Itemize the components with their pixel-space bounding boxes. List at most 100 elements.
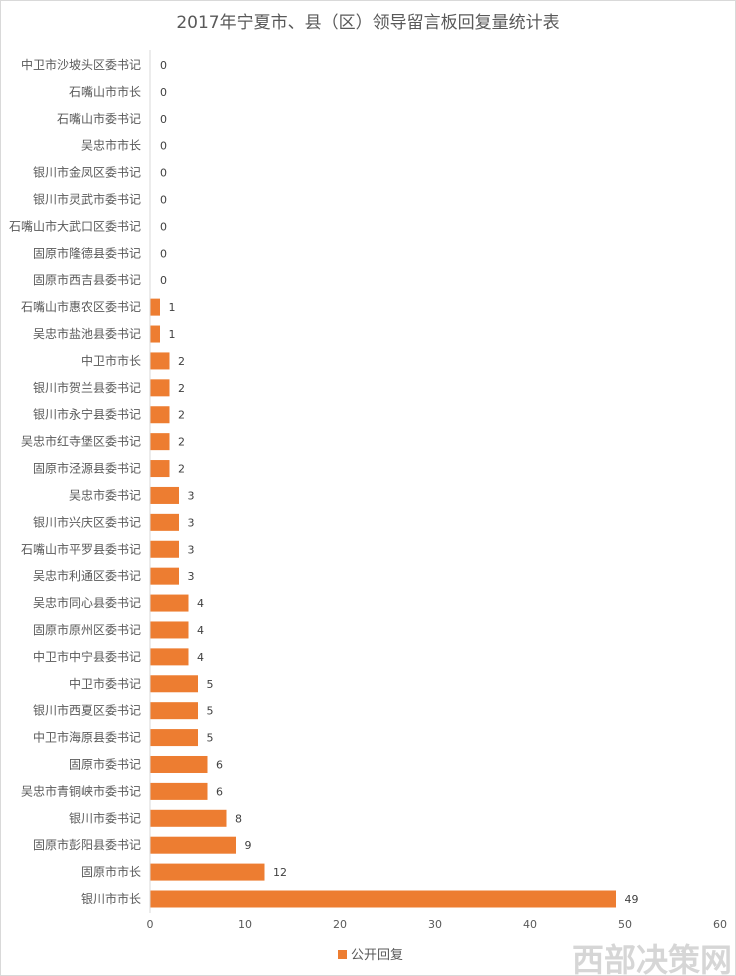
data-label: 4 (197, 597, 204, 610)
data-label: 0 (160, 167, 167, 180)
data-label: 6 (216, 758, 223, 771)
category-label: 银川市贺兰县委书记 (33, 380, 141, 395)
data-label: 0 (160, 59, 167, 72)
bar (150, 782, 208, 800)
data-label: 2 (178, 409, 185, 422)
data-label: 3 (188, 516, 195, 529)
bar (150, 890, 616, 908)
bar (150, 513, 179, 531)
bar (150, 863, 265, 881)
bar (150, 298, 160, 316)
data-label: 2 (178, 382, 185, 395)
category-label: 吴忠市市长 (81, 138, 141, 153)
data-label: 0 (160, 194, 167, 207)
bar (150, 486, 179, 504)
data-label: 0 (160, 247, 167, 260)
bar (150, 648, 189, 666)
bar (150, 325, 160, 343)
data-label: 1 (169, 301, 176, 314)
bar (150, 621, 189, 639)
bar (150, 406, 170, 424)
data-label: 0 (160, 220, 167, 233)
data-label: 5 (207, 705, 214, 718)
x-tick-label: 20 (333, 918, 347, 931)
category-label: 石嘴山市委书记 (57, 111, 141, 126)
bar (150, 755, 208, 773)
category-label: 银川市灵武市委书记 (33, 192, 141, 207)
x-tick-label: 60 (713, 918, 727, 931)
category-label: 石嘴山市平罗县委书记 (21, 541, 141, 556)
data-label: 0 (160, 86, 167, 99)
category-label: 固原市彭阳县委书记 (33, 837, 141, 852)
bar (150, 567, 179, 585)
legend-swatch (338, 950, 347, 959)
bar (150, 836, 236, 854)
data-label: 2 (178, 436, 185, 449)
category-label: 中卫市委书记 (69, 676, 141, 691)
data-label: 4 (197, 651, 204, 664)
chart-title: 2017年宁夏市、县（区）领导留言板回复量统计表 (176, 13, 559, 33)
category-label: 吴忠市同心县委书记 (33, 595, 141, 610)
category-label: 固原市委书记 (69, 756, 141, 771)
bar (150, 675, 198, 693)
category-label: 石嘴山市惠农区委书记 (21, 299, 141, 314)
bar (150, 594, 189, 612)
watermark-logo: 西部决策网 (572, 941, 732, 976)
legend-label: 公开回复 (351, 948, 403, 963)
legend: 公开回复 (338, 948, 403, 963)
category-label: 吴忠市红寺堡区委书记 (21, 434, 141, 449)
data-label: 0 (160, 274, 167, 287)
category-label: 银川市西夏区委书记 (33, 703, 141, 718)
x-tick-label: 50 (618, 918, 632, 931)
category-label: 固原市泾源县委书记 (33, 461, 141, 476)
data-label: 8 (235, 812, 242, 825)
category-label: 吴忠市盐池县委书记 (33, 326, 141, 341)
bar (150, 540, 179, 558)
data-label: 12 (273, 866, 287, 879)
bar (150, 433, 170, 451)
category-label: 中卫市中宁县委书记 (33, 649, 141, 664)
category-label: 固原市市长 (81, 864, 141, 879)
data-label: 3 (188, 489, 195, 502)
bar (150, 352, 170, 370)
category-label: 固原市西吉县委书记 (33, 272, 141, 287)
data-label: 4 (197, 624, 204, 637)
data-label: 2 (178, 355, 185, 368)
category-label: 中卫市市长 (81, 353, 141, 368)
category-label: 银川市市长 (81, 891, 141, 906)
bar (150, 809, 227, 827)
data-label: 3 (188, 543, 195, 556)
data-label: 49 (625, 893, 639, 906)
category-label: 银川市兴庆区委书记 (33, 514, 141, 529)
data-label: 5 (207, 732, 214, 745)
x-tick-label: 40 (523, 918, 537, 931)
category-label: 石嘴山市大武口区委书记 (9, 218, 141, 233)
data-label: 1 (169, 328, 176, 341)
category-label: 石嘴山市市长 (69, 84, 141, 99)
category-label: 吴忠市青铜峡市委书记 (21, 783, 141, 798)
data-label: 0 (160, 140, 167, 153)
category-label: 银川市金凤区委书记 (33, 165, 141, 180)
data-label: 9 (245, 839, 252, 852)
category-label: 吴忠市利通区委书记 (33, 568, 141, 583)
x-tick-label: 30 (428, 918, 442, 931)
data-label: 2 (178, 463, 185, 476)
category-label: 中卫市沙坡头区委书记 (21, 57, 141, 72)
category-label: 中卫市海原县委书记 (33, 730, 141, 745)
x-tick-label: 10 (238, 918, 252, 931)
data-label: 5 (207, 678, 214, 691)
bar (150, 460, 170, 478)
category-label: 固原市隆德县委书记 (33, 245, 141, 260)
bar (150, 729, 198, 747)
data-label: 6 (216, 785, 223, 798)
x-tick-label: 0 (147, 918, 154, 931)
category-label: 银川市永宁县委书记 (33, 407, 141, 422)
bar (150, 379, 170, 397)
category-label: 吴忠市委书记 (69, 487, 141, 502)
data-label: 3 (188, 570, 195, 583)
bar (150, 702, 198, 720)
category-label: 固原市原州区委书记 (33, 622, 141, 637)
category-label: 银川市委书记 (69, 810, 141, 825)
data-label: 0 (160, 113, 167, 126)
